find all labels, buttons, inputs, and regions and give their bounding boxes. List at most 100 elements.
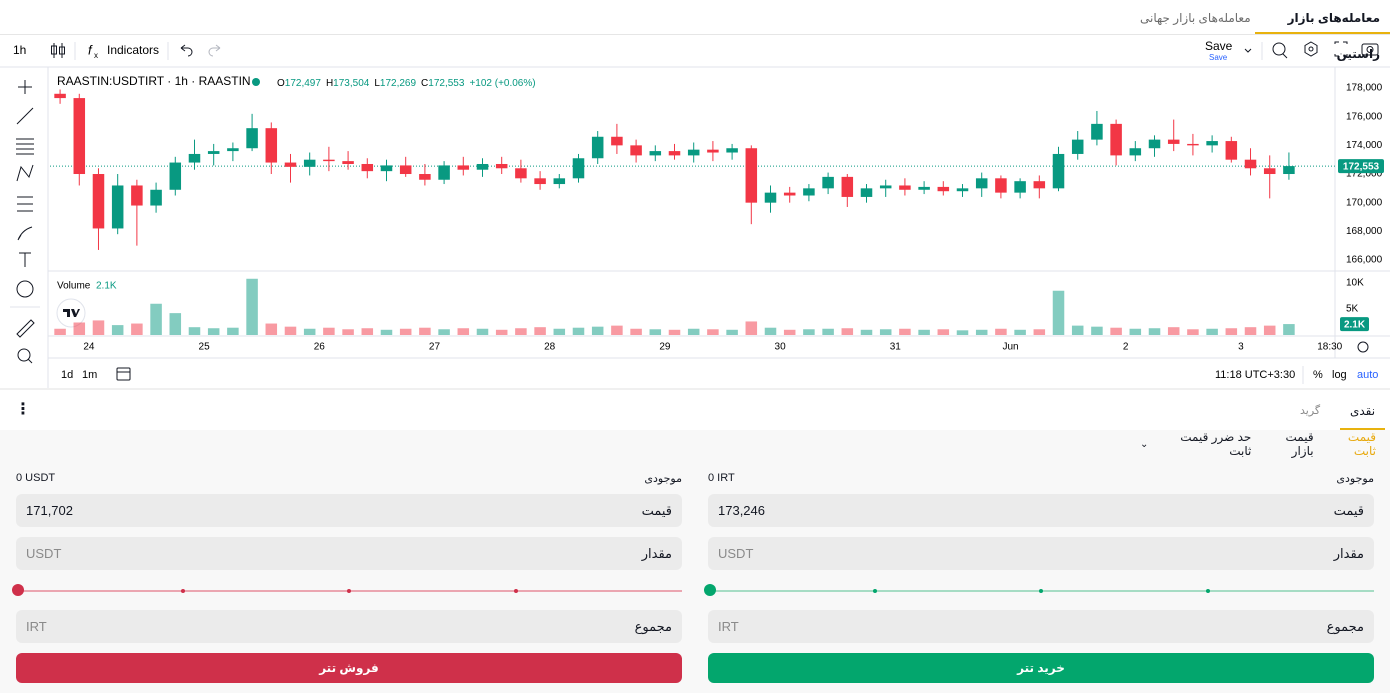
axis-settings[interactable] [1357,341,1369,353]
volume-bar [803,329,815,335]
screenshot[interactable] [1361,43,1379,56]
crosshair-tool[interactable] [18,80,32,94]
order-column: موجودی 0 IRT قیمت 173,246 مقدار USDT مجموع IRT خ… [704,0,1374,693]
zoom-tool[interactable] [17,348,31,362]
range-button[interactable]: 1d [61,369,73,381]
measure-tool[interactable] [16,319,35,338]
tab-global[interactable]: معامله‌های بازار جهانی [1140,11,1251,25]
forecast-tool[interactable] [17,196,33,212]
volume-tick-label: 10K [1346,278,1364,289]
settings[interactable] [1304,41,1318,57]
y-tick-label: 166,000 [1346,255,1383,266]
drawing-tools [10,80,40,364]
candle-body [1206,141,1218,146]
undo[interactable] [180,44,193,57]
volume-bar [822,328,834,335]
tv-logo [56,298,86,328]
slider-handle[interactable] [12,584,24,596]
more-menu[interactable]: ⋮ [15,401,31,418]
volume-bar [918,329,930,335]
candle-body [207,151,220,154]
goto-date[interactable] [116,367,131,381]
order-type[interactable]: قیمت ثابت [1347,430,1376,458]
redo[interactable] [208,44,221,57]
auto-toggle[interactable]: auto [1357,369,1378,381]
brush-tool[interactable] [17,226,33,241]
volume-bar [342,329,354,335]
save-status: Save [1209,53,1228,62]
change: +102 (+0.06%) [469,78,535,89]
quick-search[interactable] [1272,42,1286,56]
x-tick-label: 28 [544,342,556,353]
total-input[interactable]: مجموع IRT [708,610,1374,643]
pattern-tool[interactable] [16,164,34,182]
order-types: قیمت ثابت قیمت بازار حد ضرر قیمت ثابت ⌄ [1140,430,1376,458]
candle-body [131,185,143,206]
settings[interactable] [1308,46,1314,52]
save-menu[interactable] [1244,48,1252,53]
price-input[interactable]: قیمت 173,246 [708,494,1374,527]
total-input[interactable]: مجموع IRT [16,610,682,643]
slider-mark [513,589,518,593]
candle-body [1225,141,1238,160]
indicators-button[interactable]: Indicators [107,43,159,57]
total-input-label: مجموع [634,618,672,634]
candle-body [323,159,335,162]
trend-line-tool[interactable] [16,107,34,125]
amount-input[interactable]: مقدار USDT [708,537,1374,570]
slider-handle[interactable] [704,584,716,596]
percent-toggle[interactable]: % [1313,369,1323,381]
fullscreen[interactable] [1334,41,1348,57]
range-button[interactable]: 1m [82,369,97,381]
slider-mark [872,589,877,593]
quick-search[interactable] [1282,53,1288,59]
icon-tool[interactable] [16,280,34,298]
volume-bar [515,328,527,335]
log-toggle[interactable]: log [1332,369,1347,381]
ohlc-key: O [277,78,285,89]
price-input[interactable]: قیمت 171,702 [16,494,682,527]
tab-raastin[interactable]: معامله‌های بازار راستین [1255,0,1390,61]
zoom-tool[interactable] [27,358,33,364]
candle-body [975,178,988,189]
volume-bar [284,326,297,335]
volume-bar [899,328,911,335]
balance-label: موجودی [644,472,682,485]
x-tick-label: Jun [1002,342,1018,353]
slider-mark [180,589,185,593]
candle-body [764,192,777,203]
candle-body [803,188,815,196]
amount-input[interactable]: مقدار USDT [16,537,682,570]
spot-tab[interactable]: نقدی [1340,393,1385,430]
volume-bar [745,321,758,335]
volume-bar [495,329,508,335]
candle-body [1110,123,1122,156]
volume-bar [1187,329,1199,335]
order-type[interactable]: قیمت بازار [1285,430,1314,458]
fib-tool[interactable] [16,138,34,155]
slider[interactable] [12,584,682,598]
text-tool[interactable] [19,252,31,267]
submit-button[interactable]: فروش تتر [16,653,682,683]
candle-body [246,128,258,149]
volume-bar [687,328,700,335]
volume-bar [111,325,124,335]
slider[interactable] [704,584,1374,598]
submit-button[interactable]: خرید تتر [708,653,1374,683]
dropdown-arrow[interactable]: ⌄ [1140,438,1149,450]
interval[interactable]: 1h [13,43,26,57]
save-button[interactable]: Save [1205,39,1233,53]
screenshot[interactable] [1366,46,1374,53]
grid-tab[interactable]: گرید [1300,405,1321,417]
balance-label: موجودی [1336,472,1374,485]
volume-bar [783,329,796,335]
amount-input-label: مقدار [641,545,672,561]
fx-icon[interactable]: f [88,42,93,57]
x-tick-label: 29 [659,342,671,353]
x-tick-label: 30 [775,342,787,353]
candle-body [361,163,374,172]
candle-icon[interactable] [51,43,65,58]
order-type[interactable]: حد ضرر قیمت ثابت [1180,430,1252,458]
amount-input-label: مقدار [1333,545,1364,561]
candle-body [476,163,489,170]
